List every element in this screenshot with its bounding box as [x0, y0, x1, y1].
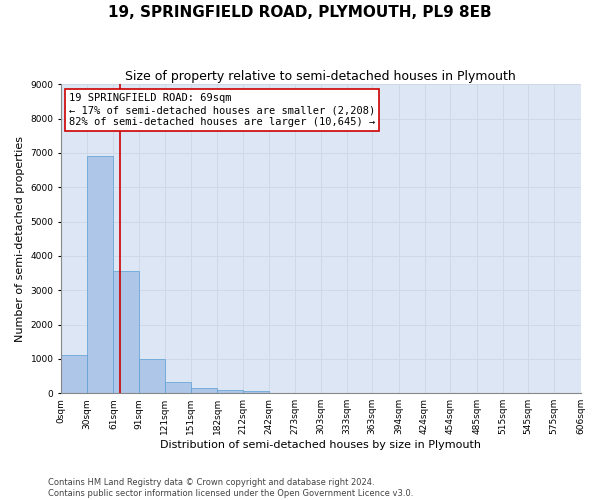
Bar — [87, 156, 113, 393]
Title: Size of property relative to semi-detached houses in Plymouth: Size of property relative to semi-detach… — [125, 70, 516, 83]
Bar — [217, 390, 243, 393]
Bar — [113, 271, 139, 393]
Bar — [61, 354, 87, 393]
Text: 19 SPRINGFIELD ROAD: 69sqm
← 17% of semi-detached houses are smaller (2,208)
82%: 19 SPRINGFIELD ROAD: 69sqm ← 17% of semi… — [69, 94, 375, 126]
X-axis label: Distribution of semi-detached houses by size in Plymouth: Distribution of semi-detached houses by … — [160, 440, 481, 450]
Bar — [139, 359, 165, 393]
Bar — [243, 391, 269, 393]
Bar — [191, 388, 217, 393]
Text: 19, SPRINGFIELD ROAD, PLYMOUTH, PL9 8EB: 19, SPRINGFIELD ROAD, PLYMOUTH, PL9 8EB — [108, 5, 492, 20]
Y-axis label: Number of semi-detached properties: Number of semi-detached properties — [15, 136, 25, 342]
Bar — [165, 382, 191, 393]
Text: Contains HM Land Registry data © Crown copyright and database right 2024.
Contai: Contains HM Land Registry data © Crown c… — [48, 478, 413, 498]
